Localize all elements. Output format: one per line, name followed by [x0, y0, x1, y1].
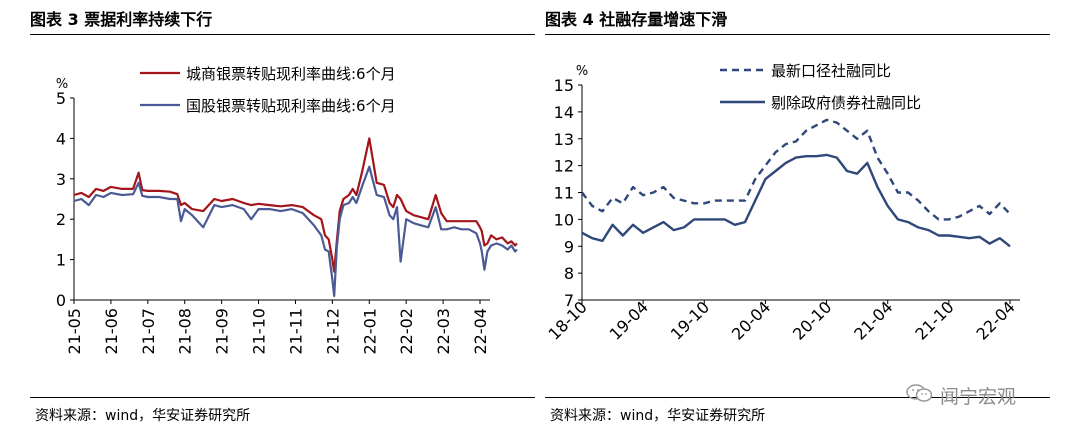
x-tick-label: 21-12 [323, 308, 342, 355]
right-panel-title: 图表 4 社融存量增速下滑 [545, 10, 728, 29]
x-tick-label: 21-05 [65, 308, 84, 355]
left-source-rule [30, 397, 535, 398]
y-tick-label: 14 [554, 103, 574, 122]
y-tick-label: 1 [56, 251, 66, 270]
y-tick-label: 3 [56, 170, 66, 189]
y-tick-label: 7 [564, 291, 574, 310]
left-chart: 0 1 2 3 4 5% 21-05 21-06 21-07 21-08 21-09 21-10 21-… [56, 65, 518, 355]
legend-label-2: 剔除政府债券社融同比 [771, 94, 921, 112]
y-tick-label: 13 [554, 130, 574, 149]
x-tick-label: 21-10 [911, 297, 957, 343]
series-line-1 [73, 137, 518, 273]
x-tick-label: 21-09 [213, 308, 232, 355]
y-tick-label: 2 [56, 210, 66, 229]
y-tick-label: 12 [554, 157, 574, 176]
y-tick-label: 15 [554, 76, 574, 95]
x-tick-label: 22-04 [973, 297, 1019, 343]
y-tick-label: 5 [56, 89, 66, 108]
right-source-rule [545, 397, 1050, 398]
legend-label-2: 国股银票转贴现利率曲线:6个月 [186, 97, 396, 115]
x-tick-label: 19-04 [606, 297, 652, 343]
series-line-2 [73, 165, 518, 298]
x-tick-label: 21-07 [139, 308, 158, 355]
y-tick-label: 4 [56, 129, 66, 148]
y-axis-unit: % [576, 64, 588, 79]
x-tick-label: 22-04 [471, 308, 490, 355]
legend-label-1: 城商银票转贴现利率曲线:6个月 [186, 65, 396, 83]
y-axis-unit: % [56, 77, 68, 92]
right-title-rule [545, 34, 1050, 35]
wechat-icon [906, 384, 933, 402]
series-line-1 [581, 118, 1011, 221]
x-tick-label: 20-10 [789, 297, 835, 343]
left-source-note: 资料来源：wind，华安证券研究所 [35, 408, 251, 424]
x-tick-label: 21-10 [250, 308, 269, 355]
right-source-note: 资料来源：wind，华安证券研究所 [550, 408, 766, 424]
series-line-2 [581, 153, 1011, 248]
y-tick-label: 0 [56, 291, 66, 310]
x-tick-label: 22-02 [397, 308, 416, 355]
x-tick-label: 20-04 [728, 297, 774, 343]
y-tick-label: 11 [554, 184, 574, 203]
x-tick-label: 22-01 [360, 308, 379, 355]
x-tick-label: 21-08 [176, 308, 195, 355]
x-tick-label: 21-06 [102, 308, 121, 355]
left-title-rule [30, 34, 535, 35]
x-tick-label: 21-11 [286, 308, 305, 355]
y-tick-label: 9 [564, 237, 574, 256]
x-tick-label: 21-04 [850, 297, 896, 343]
x-tick-label: 19-10 [667, 297, 713, 343]
legend-label-1: 最新口径社融同比 [771, 62, 891, 80]
left-panel-title: 图表 3 票据利率持续下行 [30, 10, 213, 29]
y-tick-label: 8 [564, 264, 574, 283]
y-tick-label: 10 [554, 210, 574, 229]
x-tick-label: 22-03 [434, 308, 453, 355]
watermark-text: 闻宁宏观 [940, 386, 1017, 408]
